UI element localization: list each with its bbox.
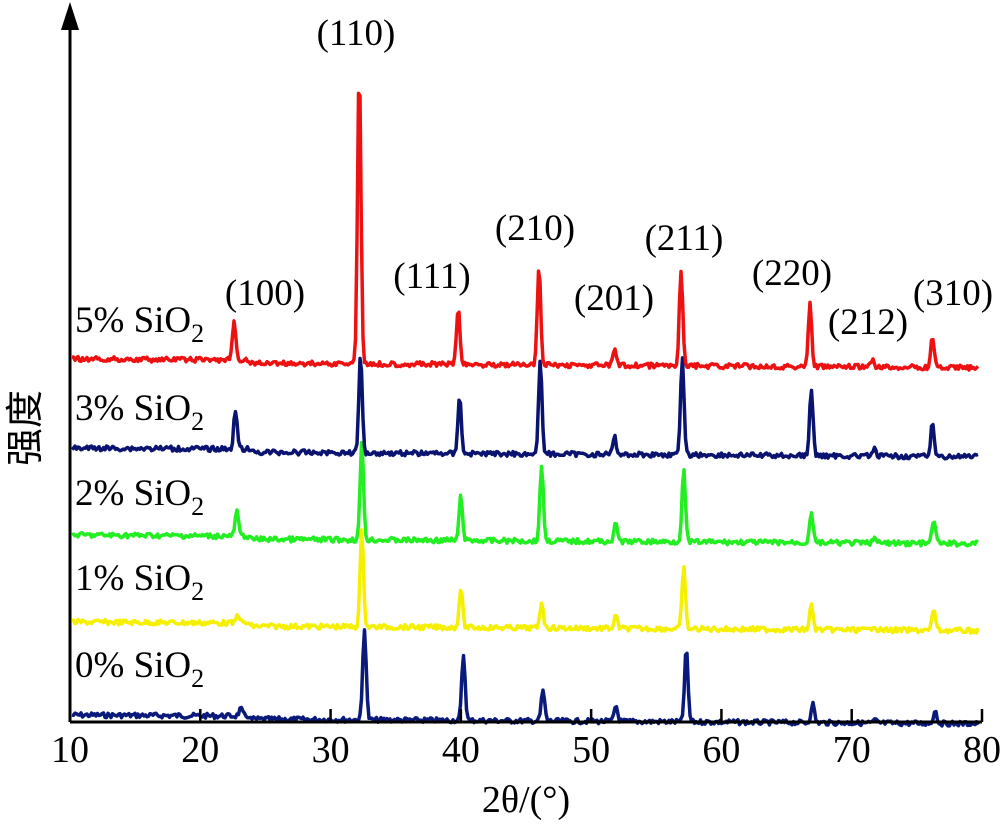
series-layer (70, 91, 980, 728)
x-tick-label: 30 (312, 729, 350, 771)
peak-label: (110) (317, 13, 396, 54)
series-line (70, 356, 979, 461)
series-label-text: 5% SiO (75, 300, 191, 341)
series-label: 3% SiO2 (75, 388, 204, 436)
peak-label: (201) (574, 278, 654, 319)
series-label-subscript: 2 (191, 577, 204, 606)
series-label-subscript: 2 (191, 407, 204, 436)
series-label-text: 0% SiO (75, 645, 191, 686)
peak-label: (212) (828, 302, 908, 343)
x-axis-title: 2θ/(°) (482, 779, 570, 821)
x-tick-label: 70 (833, 729, 871, 771)
series-label-text: 3% SiO (75, 388, 191, 429)
x-tick-label: 40 (442, 729, 480, 771)
peak-label: (220) (752, 253, 832, 294)
peak-label: (211) (645, 218, 724, 259)
peak-label: (111) (393, 256, 470, 297)
series-label: 5% SiO2 (75, 300, 204, 348)
series-line (71, 528, 980, 635)
series-line (71, 441, 979, 548)
series-label-text: 2% SiO (75, 473, 191, 514)
series-label: 2% SiO2 (75, 473, 204, 521)
peak-label: (310) (913, 273, 993, 314)
y-axis-arrow (61, 2, 79, 30)
series-label-subscript: 2 (191, 664, 204, 693)
peak-label: (100) (225, 273, 305, 314)
series-label: 0% SiO2 (75, 645, 204, 693)
x-tick-label: 20 (181, 729, 219, 771)
axes (61, 2, 982, 724)
x-ticks: 10 20 30 40 50 60 70 80 (51, 709, 1000, 771)
y-axis-title: 强度 (5, 390, 47, 466)
series-label-subscript: 2 (191, 319, 204, 348)
x-tick-label: 50 (572, 729, 610, 771)
series-label-subscript: 2 (191, 492, 204, 521)
x-tick-label: 60 (702, 729, 740, 771)
peak-label: (210) (495, 208, 575, 249)
series-label: 1% SiO2 (75, 558, 204, 606)
x-tick-label: 10 (51, 729, 89, 771)
x-tick-label: 80 (963, 729, 1000, 771)
series-line (71, 628, 980, 728)
series-line (71, 91, 980, 372)
series-label-text: 1% SiO (75, 558, 191, 599)
